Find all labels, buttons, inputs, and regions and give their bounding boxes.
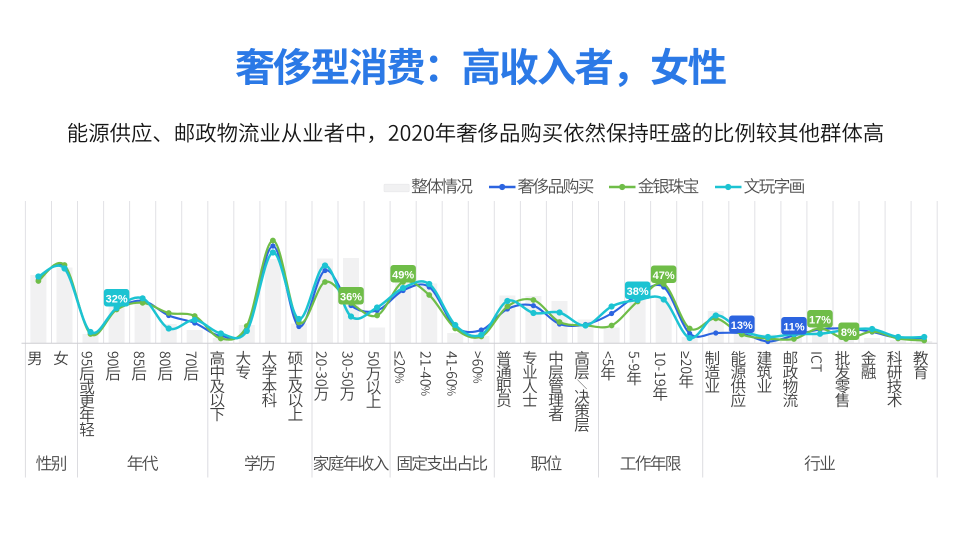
svg-text:38%: 38%: [627, 286, 649, 298]
svg-text:8%: 8%: [841, 327, 857, 339]
svg-text:17%: 17%: [809, 314, 831, 326]
svg-text:49%: 49%: [392, 269, 414, 281]
svg-text:36%: 36%: [340, 291, 362, 303]
svg-text:11%: 11%: [783, 321, 805, 333]
svg-text:32%: 32%: [106, 293, 128, 305]
svg-text:47%: 47%: [653, 270, 675, 282]
svg-text:13%: 13%: [731, 320, 753, 332]
